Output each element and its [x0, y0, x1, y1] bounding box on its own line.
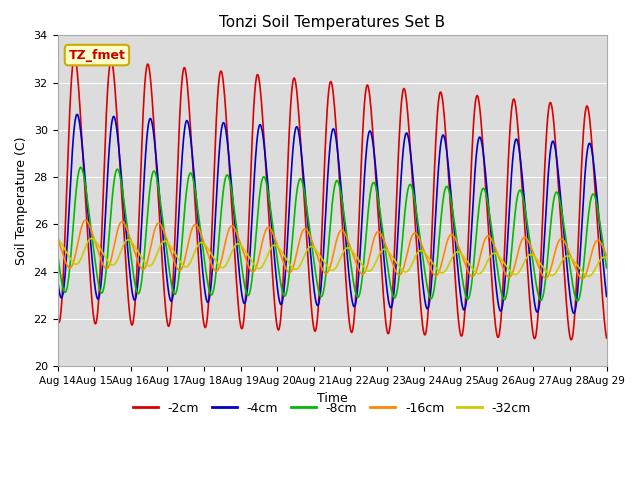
- -32cm: [489, 251, 497, 256]
- -16cm: [176, 267, 184, 273]
- -2cm: [418, 312, 426, 318]
- -2cm: [490, 298, 497, 303]
- -4cm: [418, 268, 426, 274]
- -16cm: [579, 276, 586, 282]
- Line: -8cm: -8cm: [58, 168, 607, 301]
- -8cm: [418, 245, 426, 251]
- -16cm: [237, 243, 245, 249]
- -32cm: [163, 239, 170, 244]
- Legend: -2cm, -4cm, -8cm, -16cm, -32cm: -2cm, -4cm, -8cm, -16cm, -32cm: [128, 396, 536, 420]
- Text: TZ_fmet: TZ_fmet: [68, 48, 125, 61]
- -32cm: [603, 255, 611, 261]
- -16cm: [490, 240, 497, 246]
- -2cm: [176, 108, 184, 114]
- -8cm: [54, 250, 61, 255]
- -8cm: [603, 265, 611, 271]
- -8cm: [176, 263, 184, 269]
- -2cm: [567, 337, 575, 343]
- -32cm: [54, 235, 61, 241]
- -32cm: [538, 262, 545, 268]
- -16cm: [538, 271, 545, 276]
- -4cm: [570, 310, 577, 316]
- X-axis label: Time: Time: [317, 392, 348, 405]
- -4cm: [603, 294, 611, 300]
- -2cm: [538, 237, 545, 243]
- Line: -4cm: -4cm: [58, 114, 607, 313]
- Line: -16cm: -16cm: [58, 220, 607, 279]
- -16cm: [418, 241, 426, 247]
- -32cm: [417, 248, 425, 253]
- -8cm: [538, 297, 545, 303]
- -4cm: [237, 289, 245, 295]
- -4cm: [176, 190, 184, 196]
- -32cm: [237, 242, 245, 248]
- -2cm: [237, 325, 245, 331]
- Y-axis label: Soil Temperature (C): Soil Temperature (C): [15, 137, 28, 265]
- -8cm: [77, 165, 84, 170]
- -4cm: [163, 273, 170, 278]
- -32cm: [585, 274, 593, 279]
- Title: Tonzi Soil Temperatures Set B: Tonzi Soil Temperatures Set B: [219, 15, 445, 30]
- -2cm: [163, 315, 170, 321]
- -32cm: [176, 258, 184, 264]
- -2cm: [603, 335, 611, 341]
- -16cm: [54, 235, 61, 240]
- -16cm: [603, 252, 611, 258]
- -8cm: [237, 262, 245, 267]
- -4cm: [490, 255, 497, 261]
- -8cm: [163, 248, 170, 253]
- Line: -2cm: -2cm: [58, 57, 607, 340]
- -2cm: [54, 316, 61, 322]
- -2cm: [71, 54, 79, 60]
- -4cm: [54, 276, 61, 281]
- -4cm: [73, 111, 81, 117]
- -16cm: [163, 236, 170, 242]
- -4cm: [538, 278, 545, 284]
- -8cm: [490, 237, 497, 243]
- -8cm: [573, 298, 581, 304]
- -16cm: [81, 217, 89, 223]
- Line: -32cm: -32cm: [58, 238, 607, 276]
